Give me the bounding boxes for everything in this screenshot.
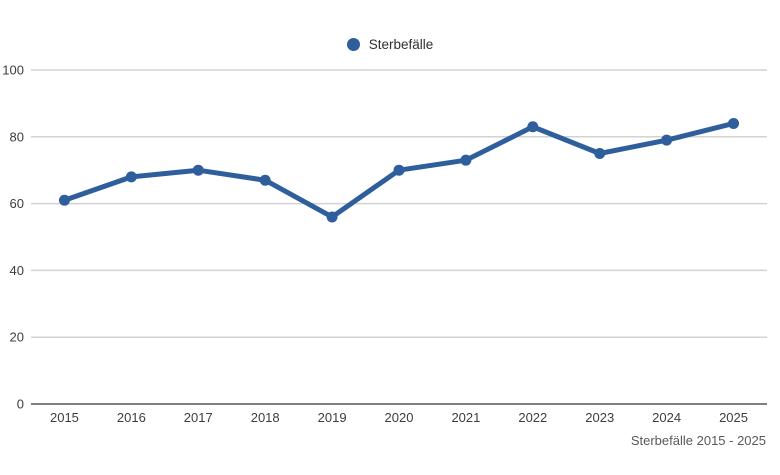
data-point[interactable] — [125, 171, 137, 183]
x-axis-tick-label: 2016 — [117, 410, 146, 425]
y-axis-tick-label: 20 — [10, 330, 24, 345]
x-axis-tick-label: 2019 — [318, 410, 347, 425]
data-point[interactable] — [527, 121, 539, 133]
x-axis-tick-label: 2015 — [50, 410, 79, 425]
x-axis-tick-label: 2022 — [518, 410, 547, 425]
data-point[interactable] — [728, 117, 740, 129]
x-axis-tick-label: 2018 — [251, 410, 280, 425]
data-point[interactable] — [192, 164, 204, 176]
legend-marker-icon — [346, 38, 360, 51]
x-axis-tick-label: 2017 — [184, 410, 213, 425]
data-point[interactable] — [326, 211, 338, 223]
data-point[interactable] — [460, 154, 472, 166]
y-axis-tick-label: 0 — [17, 397, 24, 412]
x-axis-tick-label: 2023 — [585, 410, 614, 425]
chart-caption: Sterbefälle 2015 - 2025 — [630, 433, 766, 448]
x-axis-tick-label: 2024 — [652, 410, 681, 425]
data-point[interactable] — [259, 174, 271, 186]
legend-label: Sterbefälle — [368, 37, 434, 52]
y-axis-tick-label: 100 — [2, 63, 24, 78]
x-axis-tick-label: 2020 — [385, 410, 414, 425]
data-point[interactable] — [393, 164, 405, 176]
data-point[interactable] — [594, 148, 606, 159]
chart-legend[interactable]: Sterbefälle — [0, 37, 780, 52]
y-axis-tick-label: 60 — [10, 196, 24, 211]
x-axis-tick-label: 2021 — [451, 410, 480, 425]
x-axis-tick-label: 2025 — [719, 410, 748, 425]
y-axis-tick-label: 40 — [10, 263, 24, 278]
y-axis-tick-label: 80 — [10, 129, 24, 144]
data-point[interactable] — [58, 194, 70, 206]
data-point[interactable] — [661, 134, 673, 146]
